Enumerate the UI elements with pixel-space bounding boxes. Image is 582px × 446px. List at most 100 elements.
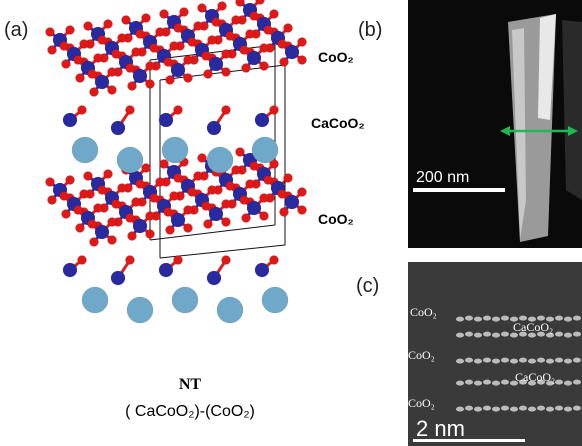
atom (242, 64, 251, 73)
atom (222, 106, 231, 115)
atom-column (564, 317, 572, 322)
atom (222, 68, 231, 77)
atom-column (474, 381, 482, 386)
atom (217, 297, 243, 323)
atom (98, 186, 107, 195)
atom-column (564, 407, 572, 412)
atom (95, 225, 109, 239)
structure-formula: ( CaCoO₂)-(CoO₂) (125, 403, 255, 420)
atom (264, 176, 273, 185)
atom-column (555, 316, 563, 321)
atom (260, 212, 269, 221)
atom (171, 213, 185, 227)
atom (270, 256, 279, 265)
atom (222, 200, 231, 209)
atom (170, 42, 179, 51)
atom (133, 219, 147, 233)
atom (108, 86, 117, 95)
atom (146, 212, 155, 221)
atom-column (492, 333, 500, 338)
layer-label: CoO₂ (408, 348, 435, 362)
atom (142, 164, 151, 173)
atom (127, 297, 153, 323)
atom (104, 20, 113, 29)
atom (298, 188, 307, 197)
atom (60, 192, 69, 201)
atom (128, 232, 137, 241)
atom-column (501, 316, 509, 321)
atom (270, 106, 279, 115)
atom-column (510, 407, 518, 412)
scale-bar-label: 2 nm (416, 416, 465, 441)
panel-label: (a) (4, 19, 28, 41)
atom (247, 201, 261, 215)
atom (66, 26, 75, 35)
atom (174, 106, 183, 115)
atom (164, 58, 173, 67)
atom (278, 190, 287, 199)
atom (209, 57, 223, 71)
sem-image (408, 0, 582, 248)
atom (72, 137, 98, 163)
atom-column (510, 359, 518, 364)
atom-column (483, 332, 491, 337)
layer-label: CoO₂ (408, 396, 435, 410)
atom (202, 202, 211, 211)
atom-column (474, 333, 482, 338)
atom (132, 198, 141, 207)
atom (104, 170, 113, 179)
atom (90, 238, 99, 247)
atom (166, 76, 175, 85)
atom (246, 180, 255, 189)
atom (246, 30, 255, 39)
atom (240, 46, 249, 55)
atom (62, 210, 71, 219)
atom (84, 172, 93, 181)
atom-column (483, 380, 491, 385)
atom-column (573, 406, 581, 411)
atom (108, 236, 117, 245)
atom (232, 16, 241, 25)
atom (80, 40, 89, 49)
atom (88, 70, 97, 79)
atom-column (501, 358, 509, 363)
atom (298, 56, 307, 65)
atom-column (456, 407, 464, 412)
atom (264, 26, 273, 35)
atom (212, 18, 221, 27)
atom-column (492, 317, 500, 322)
atom-column (519, 406, 527, 411)
atom (188, 188, 197, 197)
atom (111, 121, 125, 135)
layer-label: CaCoO₂ (311, 115, 365, 131)
atom (166, 226, 175, 235)
atom (174, 24, 183, 33)
atom (204, 70, 213, 79)
atom-column (564, 381, 572, 386)
atom (132, 48, 141, 57)
atom-column (474, 359, 482, 364)
scale-bar-label: 200 nm (416, 169, 469, 186)
atom (160, 160, 169, 169)
panel-label: (b) (358, 19, 382, 41)
atom (250, 12, 259, 21)
atom (236, 0, 245, 7)
atom-column (555, 332, 563, 337)
atom-column (564, 333, 572, 338)
atom (255, 113, 269, 127)
atom-column (474, 407, 482, 412)
atom (136, 30, 145, 39)
atom (46, 28, 55, 37)
atom (136, 180, 145, 189)
atom-column (465, 380, 473, 385)
atom-column (546, 359, 554, 364)
atom (162, 137, 188, 163)
atom (159, 113, 173, 127)
atom (156, 28, 165, 37)
atom-column (456, 317, 464, 322)
atom-column (465, 316, 473, 321)
atom (126, 106, 135, 115)
atom (198, 4, 207, 13)
atom (284, 174, 293, 183)
atom (146, 80, 155, 89)
